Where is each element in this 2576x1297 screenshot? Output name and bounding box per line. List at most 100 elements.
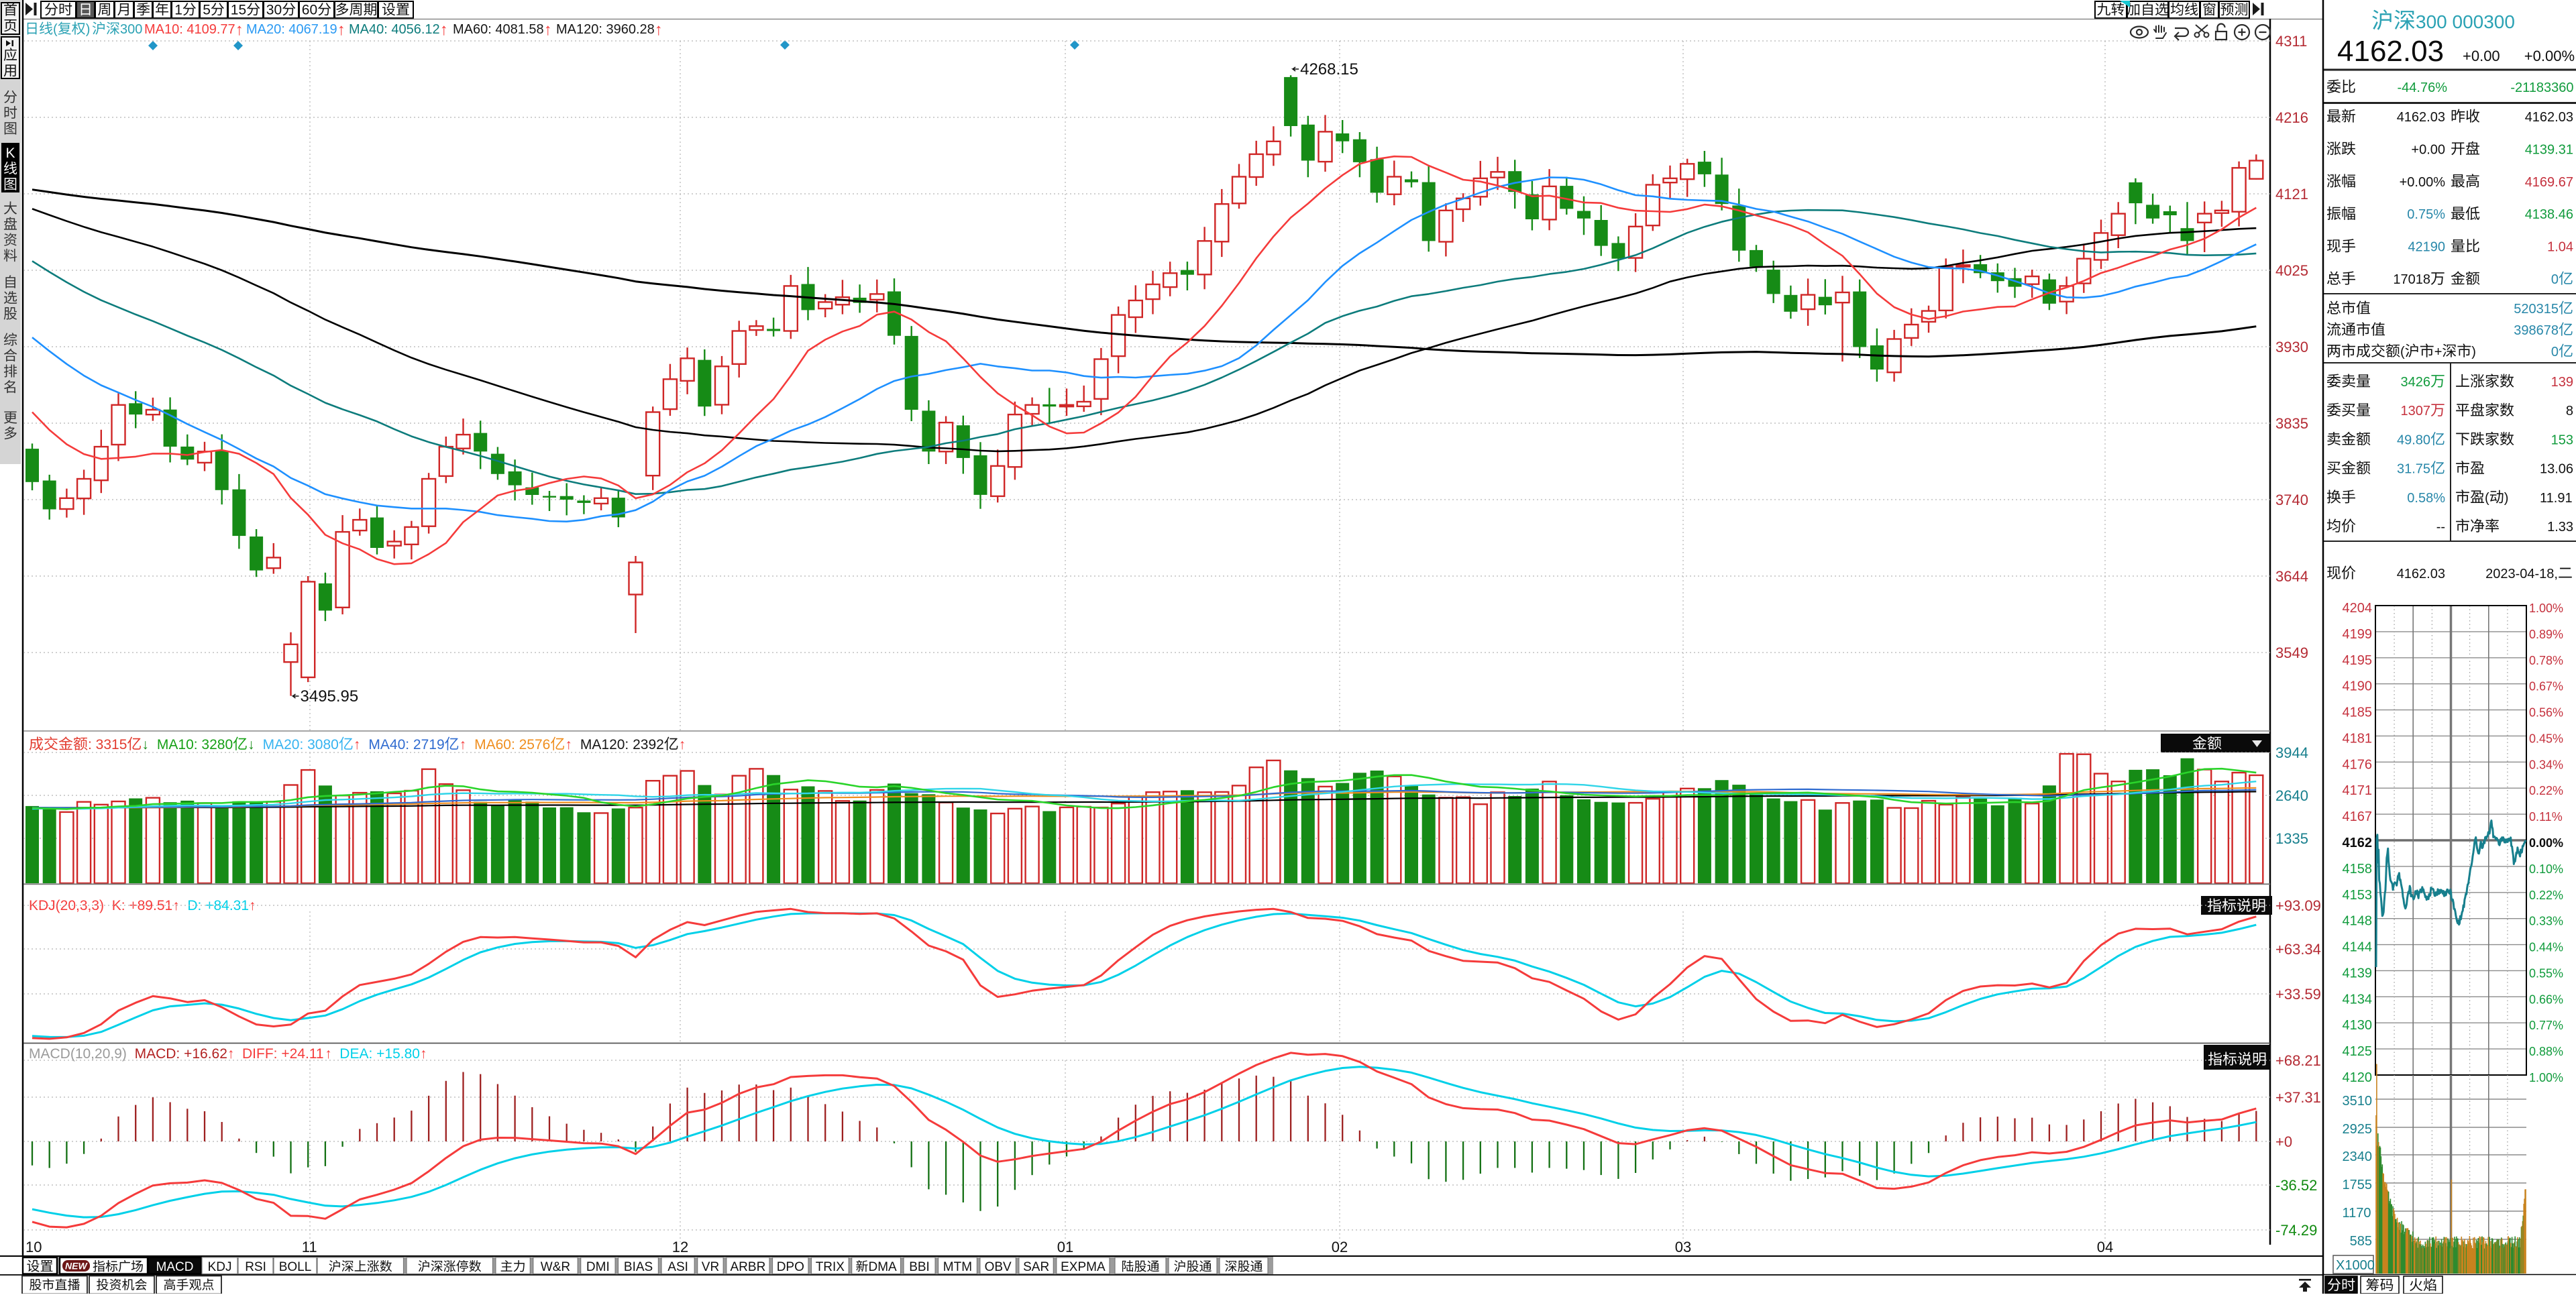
svg-text:--: --	[2436, 520, 2445, 534]
svg-text:MACD(10,20,9): MACD(10,20,9)	[29, 1046, 127, 1062]
svg-text:↑: ↑	[655, 21, 663, 39]
svg-text:4216: 4216	[2275, 109, 2308, 126]
svg-text:4169.67: 4169.67	[2525, 175, 2573, 190]
svg-text:+: +	[2434, 345, 2443, 359]
svg-text:OBV: OBV	[985, 1260, 1012, 1274]
svg-text:4162.03: 4162.03	[2525, 110, 2573, 125]
svg-text:K: +89.51: K: +89.51	[112, 898, 173, 913]
svg-text:4134: 4134	[2343, 992, 2373, 1007]
svg-text:: 3315: : 3315	[88, 737, 127, 752]
svg-text:139: 139	[2551, 375, 2573, 390]
svg-text:4158: 4158	[2343, 862, 2373, 877]
svg-text:DPO: DPO	[777, 1260, 804, 1274]
svg-text:585: 585	[2350, 1234, 2372, 1249]
svg-text:+0.00%: +0.00%	[2400, 175, 2446, 190]
svg-text:4204: 4204	[2343, 601, 2373, 616]
svg-text:MA120: 3960.28: MA120: 3960.28	[556, 22, 655, 37]
svg-text:2925: 2925	[2343, 1122, 2373, 1137]
svg-text:MA60: 2576: MA60: 2576	[474, 737, 550, 752]
svg-text:04: 04	[2097, 1239, 2113, 1255]
svg-text:2340: 2340	[2343, 1149, 2373, 1164]
svg-text:3644: 3644	[2275, 568, 2308, 585]
svg-text:0.88%: 0.88%	[2529, 1045, 2563, 1058]
svg-text:0.00%: 0.00%	[2529, 836, 2563, 850]
svg-text:1755: 1755	[2343, 1178, 2373, 1192]
svg-text:KDJ(20,3,3): KDJ(20,3,3)	[29, 898, 104, 913]
svg-text:(: (	[53, 22, 58, 37]
svg-text:10: 10	[25, 1239, 42, 1255]
svg-text:+68.21: +68.21	[2275, 1052, 2321, 1069]
svg-text:MA20: 3080: MA20: 3080	[263, 737, 339, 752]
svg-text:1307: 1307	[2401, 404, 2431, 418]
svg-text:0.78%: 0.78%	[2529, 654, 2563, 667]
svg-text:4139: 4139	[2343, 966, 2373, 980]
svg-text:4162.03: 4162.03	[2337, 35, 2444, 68]
svg-text:BIAS: BIAS	[624, 1260, 653, 1274]
svg-text:-21183360: -21183360	[2510, 80, 2573, 95]
svg-text:0.44%: 0.44%	[2529, 941, 2563, 954]
svg-text:(: (	[2485, 491, 2489, 506]
svg-text:3426: 3426	[2401, 375, 2431, 390]
svg-text:2023-04-18,: 2023-04-18,	[2485, 567, 2558, 581]
svg-text:0.77%: 0.77%	[2529, 1019, 2563, 1032]
svg-text:4120: 4120	[2343, 1070, 2373, 1085]
svg-text:X1000: X1000	[2336, 1258, 2375, 1273]
svg-text:+0.00: +0.00	[2411, 142, 2445, 157]
svg-text:): )	[86, 22, 91, 37]
svg-text:4139.31: 4139.31	[2525, 142, 2573, 157]
svg-text:SAR: SAR	[1023, 1260, 1049, 1274]
svg-text:4190: 4190	[2343, 679, 2373, 694]
svg-text:-36.52: -36.52	[2275, 1177, 2317, 1194]
svg-text:3495.95: 3495.95	[301, 687, 359, 706]
svg-text:VR: VR	[702, 1260, 719, 1274]
svg-text:0.66%: 0.66%	[2529, 993, 2563, 1006]
svg-text:↓: ↓	[142, 737, 149, 752]
svg-text:4130: 4130	[2343, 1018, 2373, 1033]
svg-text:31.75: 31.75	[2397, 462, 2430, 477]
svg-text:MTM: MTM	[943, 1260, 972, 1274]
svg-text:4268.15: 4268.15	[1300, 60, 1358, 78]
svg-text:11: 11	[302, 1239, 317, 1255]
svg-text:1.04: 1.04	[2547, 240, 2573, 255]
svg-text:300 000300: 300 000300	[2416, 11, 2515, 32]
svg-text:+0: +0	[2275, 1133, 2292, 1150]
svg-text:): )	[2471, 345, 2476, 359]
svg-text:1.00%: 1.00%	[2529, 1071, 2563, 1084]
svg-text:MACD: +16.62: MACD: +16.62	[135, 1046, 227, 1062]
svg-text:↑: ↑	[235, 21, 244, 39]
svg-text:+63.34: +63.34	[2275, 941, 2321, 958]
svg-text:↑: ↑	[337, 21, 345, 39]
svg-text:-74.29: -74.29	[2275, 1222, 2317, 1239]
svg-text:4121: 4121	[2275, 186, 2308, 203]
svg-text:153: 153	[2551, 433, 2573, 447]
svg-text:0.10%: 0.10%	[2529, 862, 2563, 876]
svg-text:ASI: ASI	[667, 1260, 688, 1274]
svg-text:↑: ↑	[544, 21, 552, 39]
svg-text:01: 01	[1057, 1239, 1073, 1255]
svg-text:0.22%: 0.22%	[2529, 784, 2563, 797]
svg-text:EXPMA: EXPMA	[1061, 1260, 1106, 1274]
svg-text:0.22%: 0.22%	[2529, 889, 2563, 902]
svg-text:+37.31: +37.31	[2275, 1089, 2321, 1106]
svg-text:(: (	[2400, 345, 2405, 359]
svg-text:8: 8	[2566, 404, 2573, 418]
svg-text:49.80: 49.80	[2397, 433, 2430, 447]
svg-text:0.55%: 0.55%	[2529, 966, 2563, 980]
svg-text:60: 60	[302, 3, 317, 18]
svg-text:0.67%: 0.67%	[2529, 680, 2563, 693]
svg-text:4138.46: 4138.46	[2525, 207, 2573, 222]
svg-text:↑: ↑	[249, 898, 256, 913]
svg-text:0.45%: 0.45%	[2529, 732, 2563, 745]
svg-text:4167: 4167	[2343, 809, 2373, 824]
svg-text:ARBR: ARBR	[731, 1260, 766, 1274]
svg-text:4171: 4171	[2343, 783, 2373, 798]
svg-text:0.33%: 0.33%	[2529, 915, 2563, 928]
svg-text:4162: 4162	[2343, 836, 2373, 850]
svg-text:12: 12	[672, 1239, 688, 1255]
svg-text:3549: 3549	[2275, 644, 2308, 661]
svg-text:+93.09: +93.09	[2275, 897, 2321, 914]
svg-text:4153: 4153	[2343, 888, 2373, 903]
svg-text:↑: ↑	[325, 1046, 332, 1062]
svg-text:↑: ↑	[420, 1046, 427, 1062]
svg-text:BBI: BBI	[909, 1260, 930, 1274]
